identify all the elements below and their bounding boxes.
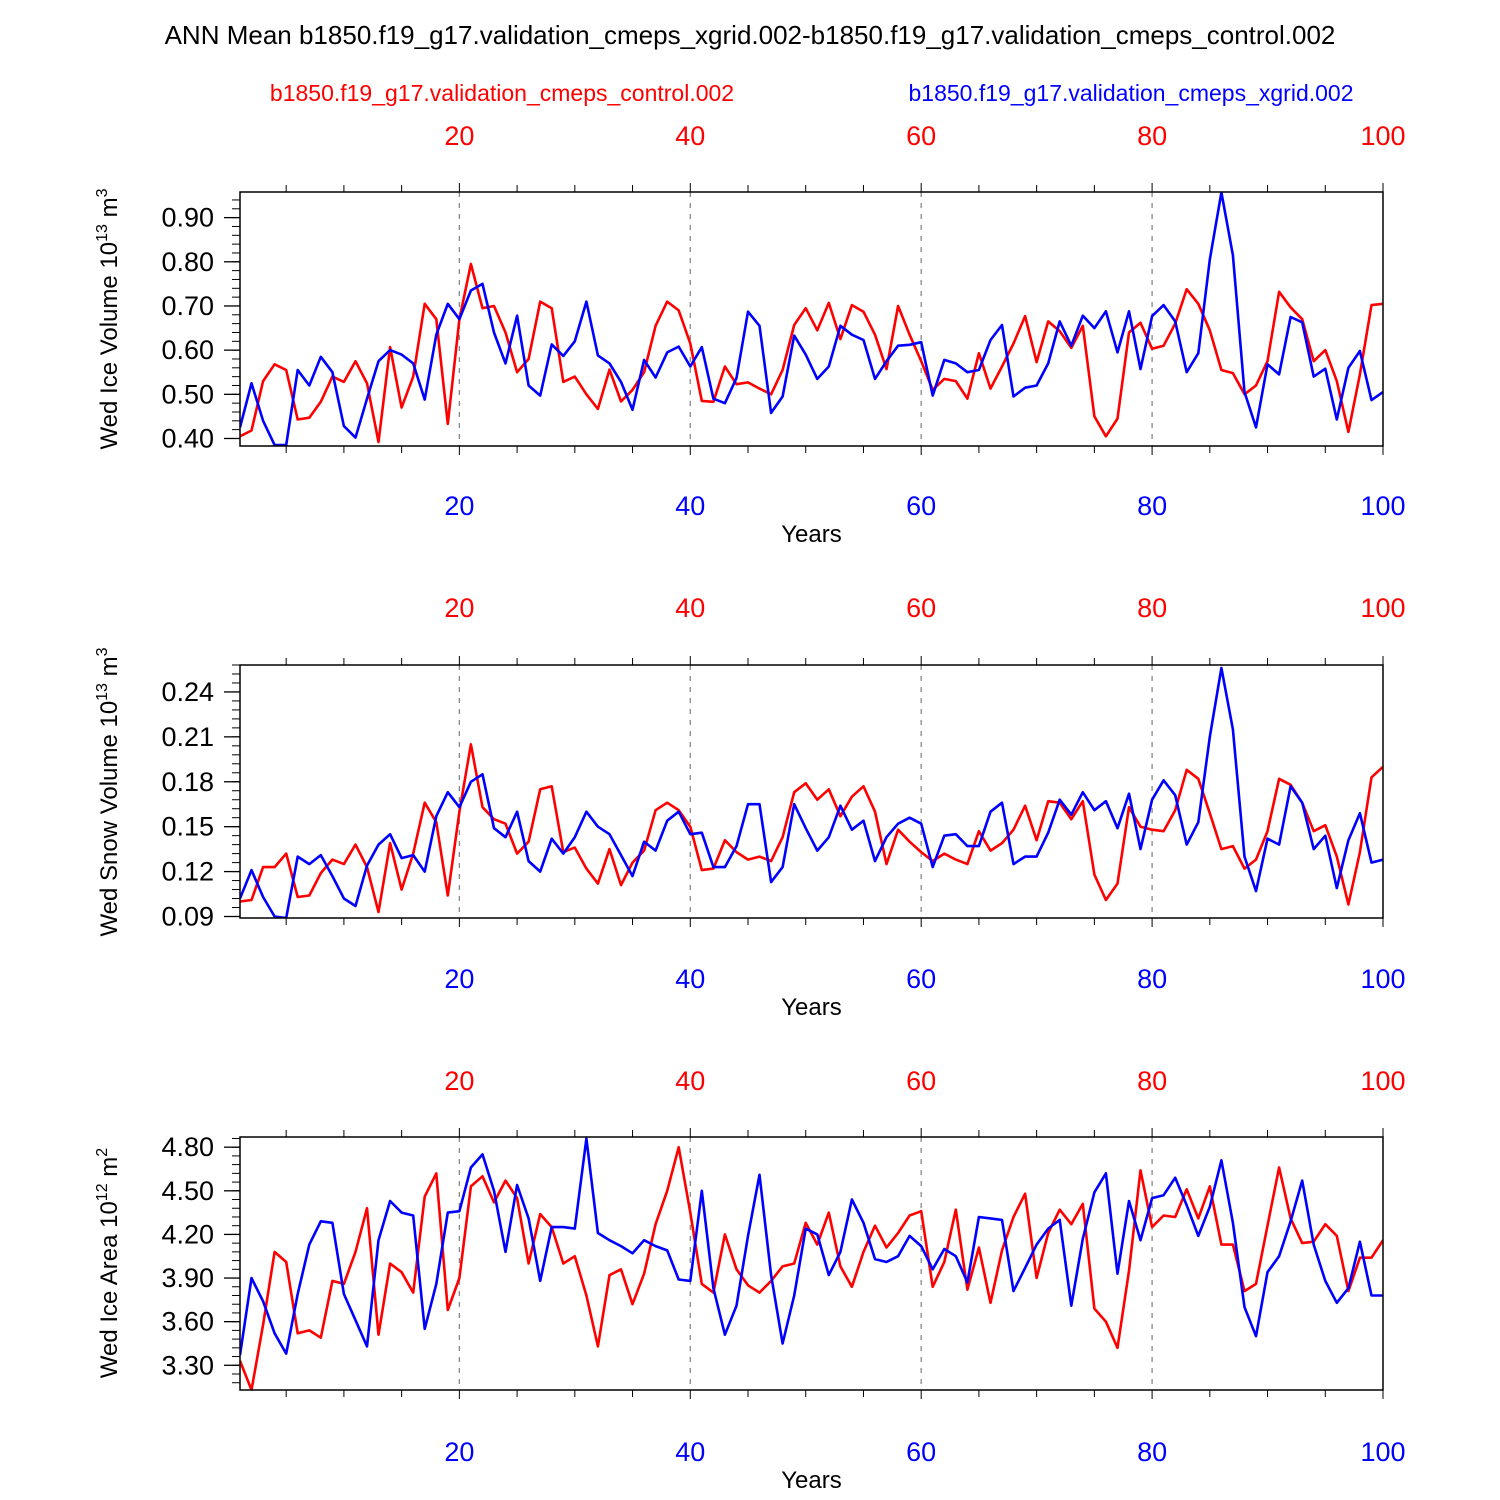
y-tick-label: 4.20 — [161, 1219, 214, 1249]
x-tick-label-bottom: 20 — [444, 491, 474, 521]
x-tick-label-bottom: 100 — [1360, 491, 1405, 521]
y-axis-label: Wed Ice Volume 1013 m3 — [94, 188, 123, 449]
x-tick-label-bottom: 60 — [906, 491, 936, 521]
x-tick-label-bottom: 80 — [1137, 491, 1167, 521]
y-tick-label: 0.21 — [161, 722, 214, 752]
x-tick-label-top: 60 — [906, 593, 936, 623]
x-tick-label-top: 40 — [675, 593, 705, 623]
series-line-xgrid — [240, 666, 1383, 918]
x-tick-label-top: 20 — [444, 121, 474, 151]
legend-control-label: b1850.f19_g17.validation_cmeps_control.0… — [270, 80, 734, 106]
x-tick-label-bottom: 80 — [1137, 964, 1167, 994]
x-tick-label-bottom: 40 — [675, 491, 705, 521]
x-tick-label-bottom: 100 — [1360, 964, 1405, 994]
x-tick-label-top: 40 — [675, 121, 705, 151]
plot-frame — [239, 1136, 1384, 1391]
panel-3: 3.30 3.60 3.90 4.20 4.50 4.80 20 20 40 40 60 60 80 80… — [94, 1066, 1406, 1494]
y-tick-label: 0.90 — [161, 203, 214, 233]
x-tick-label-top: 40 — [675, 1066, 705, 1096]
x-tick-label-top: 80 — [1137, 593, 1167, 623]
x-tick-label-bottom: 80 — [1137, 1437, 1167, 1467]
panel-2: 0.09 0.12 0.15 0.18 0.21 0.24 20 20 40 40 60 60 80 80… — [94, 593, 1406, 1021]
y-tick-label: 0.50 — [161, 379, 214, 409]
series-line-control — [240, 1145, 1383, 1390]
y-tick-label: 3.90 — [161, 1263, 214, 1293]
series-line-xgrid — [240, 1137, 1383, 1356]
panel-1: 0.40 0.50 0.60 0.70 0.80 0.90 20 20 40 40 60 60 80 80… — [94, 121, 1406, 548]
y-axis-label: Wed Ice Area 1012 m2 — [94, 1148, 123, 1378]
x-axis-label: Years — [781, 521, 842, 548]
x-tick-label-top: 100 — [1360, 1066, 1405, 1096]
series-line-xgrid — [240, 192, 1383, 446]
y-tick-label: 3.30 — [161, 1350, 214, 1380]
x-tick-label-top: 80 — [1137, 121, 1167, 151]
y-tick-label: 0.40 — [161, 423, 214, 453]
x-tick-label-bottom: 40 — [675, 964, 705, 994]
series-line-control — [240, 262, 1383, 444]
y-tick-label: 0.18 — [161, 767, 214, 797]
x-tick-label-bottom: 60 — [906, 964, 936, 994]
x-tick-label-top: 20 — [444, 593, 474, 623]
x-tick-label-bottom: 20 — [444, 1437, 474, 1467]
x-tick-label-top: 60 — [906, 1066, 936, 1096]
y-tick-label: 0.80 — [161, 247, 214, 277]
y-tick-label: 0.60 — [161, 335, 214, 365]
series-line-control — [240, 742, 1383, 914]
legend-xgrid-label: b1850.f19_g17.validation_cmeps_xgrid.002 — [909, 80, 1354, 106]
x-tick-label-bottom: 20 — [444, 964, 474, 994]
x-tick-label-bottom: 100 — [1360, 1437, 1405, 1467]
y-tick-label: 0.70 — [161, 291, 214, 321]
y-axis-label: Wed Snow Volume 1013 m3 — [94, 647, 123, 936]
panels-container: 0.40 0.50 0.60 0.70 0.80 0.90 20 20 40 40 60 60 80 80… — [94, 121, 1406, 1494]
x-tick-label-bottom: 60 — [906, 1437, 936, 1467]
x-tick-label-bottom: 40 — [675, 1437, 705, 1467]
x-axis-label: Years — [781, 1467, 842, 1494]
y-tick-label: 3.60 — [161, 1307, 214, 1337]
y-tick-label: 0.24 — [161, 677, 214, 707]
y-tick-label: 4.80 — [161, 1132, 214, 1162]
y-tick-label: 4.50 — [161, 1176, 214, 1206]
y-tick-label: 0.15 — [161, 812, 214, 842]
x-tick-label-top: 100 — [1360, 121, 1405, 151]
plot-frame — [239, 191, 1384, 447]
y-tick-label: 0.09 — [161, 902, 214, 932]
x-tick-label-top: 20 — [444, 1066, 474, 1096]
plot-frame — [239, 664, 1384, 919]
x-tick-label-top: 100 — [1360, 593, 1405, 623]
x-tick-label-top: 60 — [906, 121, 936, 151]
x-tick-label-top: 80 — [1137, 1066, 1167, 1096]
y-tick-label: 0.12 — [161, 857, 214, 887]
x-axis-label: Years — [781, 994, 842, 1021]
figure-title: ANN Mean b1850.f19_g17.validation_cmeps_… — [165, 20, 1336, 50]
